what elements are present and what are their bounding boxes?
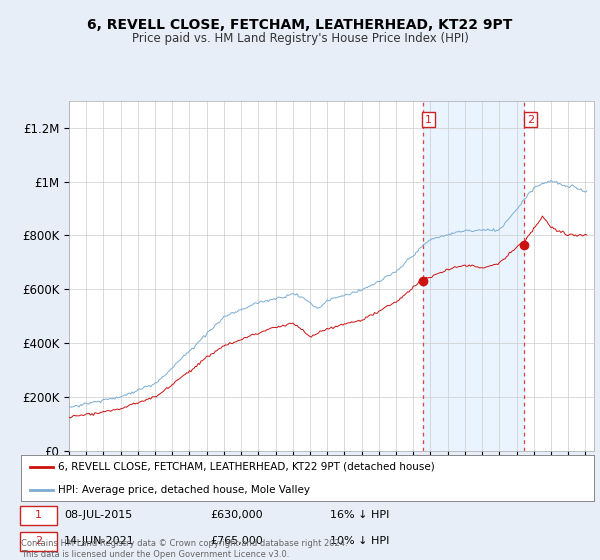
- FancyBboxPatch shape: [20, 506, 57, 525]
- Text: Price paid vs. HM Land Registry's House Price Index (HPI): Price paid vs. HM Land Registry's House …: [131, 31, 469, 45]
- Text: Contains HM Land Registry data © Crown copyright and database right 2024.
This d: Contains HM Land Registry data © Crown c…: [21, 539, 347, 559]
- Text: HPI: Average price, detached house, Mole Valley: HPI: Average price, detached house, Mole…: [58, 485, 310, 494]
- Text: 6, REVELL CLOSE, FETCHAM, LEATHERHEAD, KT22 9PT (detached house): 6, REVELL CLOSE, FETCHAM, LEATHERHEAD, K…: [58, 462, 435, 472]
- FancyBboxPatch shape: [20, 532, 57, 551]
- Text: 08-JUL-2015: 08-JUL-2015: [64, 510, 132, 520]
- Text: 16% ↓ HPI: 16% ↓ HPI: [331, 510, 390, 520]
- Text: £630,000: £630,000: [210, 510, 263, 520]
- Text: 2: 2: [35, 536, 42, 547]
- Text: 6, REVELL CLOSE, FETCHAM, LEATHERHEAD, KT22 9PT: 6, REVELL CLOSE, FETCHAM, LEATHERHEAD, K…: [88, 18, 512, 32]
- Text: 2: 2: [527, 115, 534, 125]
- Text: £765,000: £765,000: [210, 536, 263, 547]
- Bar: [422, 101, 524, 451]
- Text: 14-JUN-2021: 14-JUN-2021: [64, 536, 135, 547]
- Text: 1: 1: [35, 510, 41, 520]
- Text: 1: 1: [425, 115, 432, 125]
- Text: 10% ↓ HPI: 10% ↓ HPI: [331, 536, 390, 547]
